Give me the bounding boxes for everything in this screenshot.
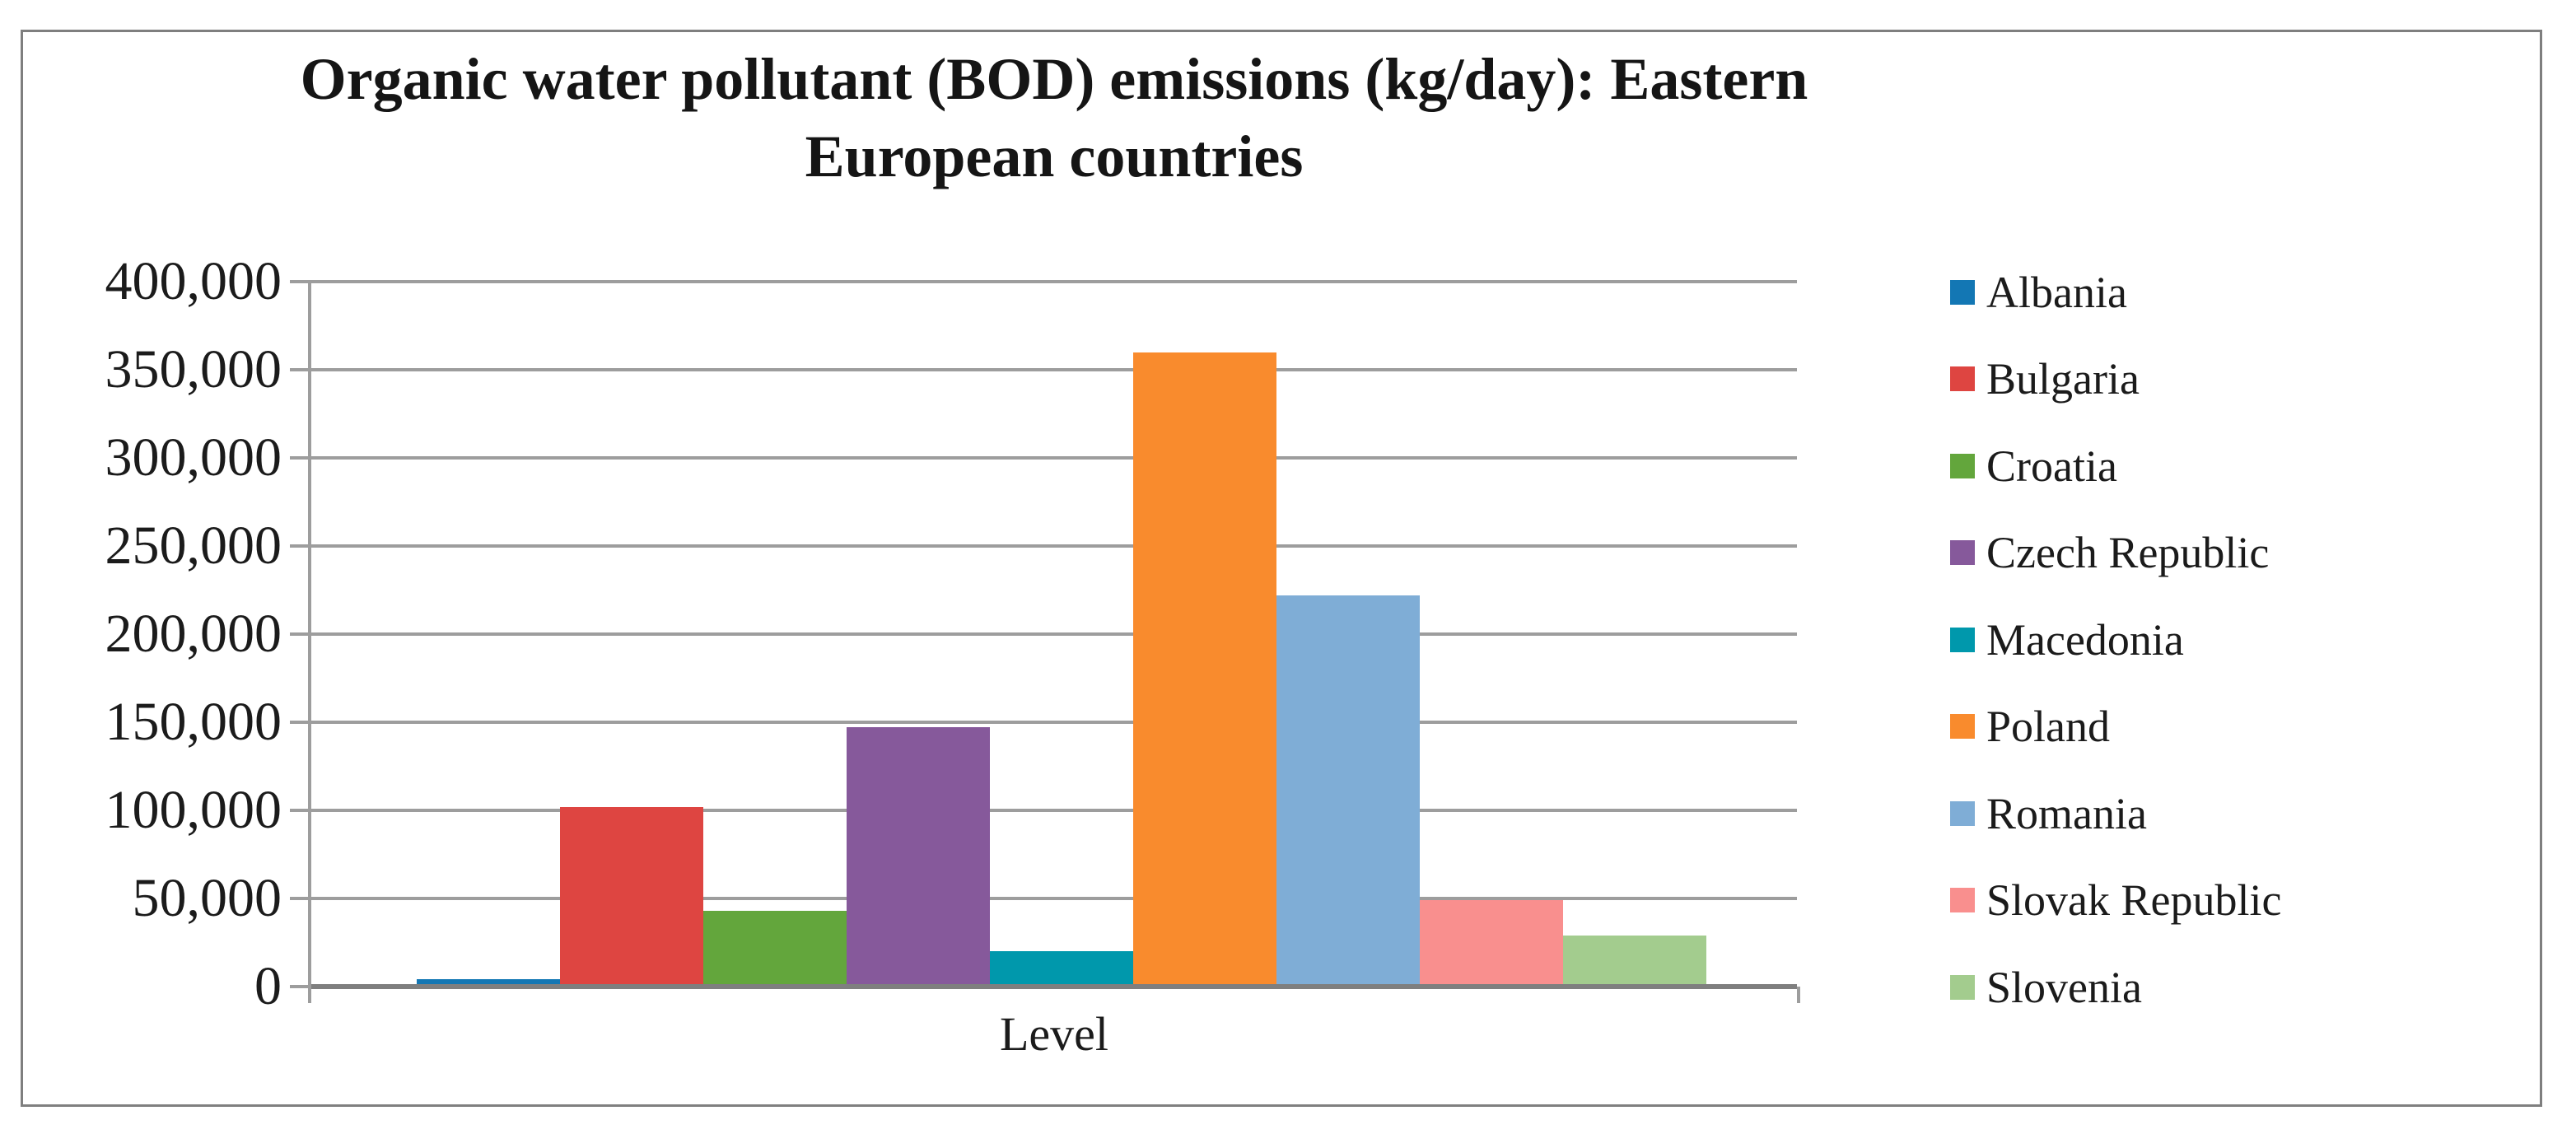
legend-item-romania: Romania xyxy=(1950,770,2461,857)
y-tick-label-250000: 250,000 xyxy=(105,516,282,576)
gridline-100000 xyxy=(290,809,1797,812)
legend-swatch-albania xyxy=(1950,279,1975,305)
bar-albania xyxy=(417,979,560,987)
legend-label-slovak-republic: Slovak Republic xyxy=(1986,875,2282,926)
legend-item-poland: Poland xyxy=(1950,684,2461,771)
y-tick-label-50000: 50,000 xyxy=(132,868,282,928)
y-tick-label-150000: 150,000 xyxy=(105,692,282,752)
y-axis-tick xyxy=(290,985,311,988)
legend-item-bulgaria: Bulgaria xyxy=(1950,336,2461,423)
bar-czech-republic xyxy=(847,727,990,987)
y-axis-tick xyxy=(290,456,311,460)
legend-label-bulgaria: Bulgaria xyxy=(1986,354,2140,404)
legend-swatch-poland xyxy=(1950,714,1975,740)
legend-label-poland: Poland xyxy=(1986,702,2111,752)
legend-label-czech-republic: Czech Republic xyxy=(1986,528,2270,578)
y-axis-tick xyxy=(290,544,311,548)
legend-swatch-bulgaria xyxy=(1950,366,1975,392)
legend-label-macedonia: Macedonia xyxy=(1986,614,2184,665)
legend-item-macedonia: Macedonia xyxy=(1950,596,2461,684)
legend-swatch-croatia xyxy=(1950,453,1975,478)
x-axis-baseline xyxy=(311,984,1797,989)
y-tick-label-100000: 100,000 xyxy=(105,780,282,840)
y-axis-line xyxy=(308,282,311,1003)
y-axis-tick xyxy=(290,721,311,724)
gridline-250000 xyxy=(290,544,1797,548)
y-axis-tick xyxy=(290,632,311,636)
y-axis-tick xyxy=(290,897,311,900)
legend-item-slovak-republic: Slovak Republic xyxy=(1950,857,2461,945)
y-axis-tick xyxy=(290,368,311,371)
y-tick-label-350000: 350,000 xyxy=(105,339,282,399)
x-axis-right-tick xyxy=(1797,987,1800,1003)
bar-slovak-republic xyxy=(1420,900,1563,987)
bar-bulgaria xyxy=(560,806,703,987)
x-axis-label: Level xyxy=(999,1007,1109,1061)
y-axis-tick xyxy=(290,280,311,283)
plot-area xyxy=(290,280,1800,1003)
chart-title-line-2: European countries xyxy=(805,123,1304,189)
y-tick-label-200000: 200,000 xyxy=(105,604,282,664)
legend-swatch-czech-republic xyxy=(1950,540,1975,566)
legend-item-croatia: Croatia xyxy=(1950,422,2461,510)
legend-item-czech-republic: Czech Republic xyxy=(1950,510,2461,597)
y-tick-label-0: 0 xyxy=(254,956,282,1016)
chart-title: Organic water pollutant (BOD) emissions … xyxy=(148,41,1960,195)
bar-poland xyxy=(1133,352,1276,987)
legend-label-slovenia: Slovenia xyxy=(1986,962,2142,1012)
y-axis-tick xyxy=(290,809,311,812)
chart-legend: Albania Bulgaria Croatia Czech Republic Mace… xyxy=(1950,249,2461,1031)
gridline-300000 xyxy=(290,456,1797,460)
legend-label-croatia: Croatia xyxy=(1986,441,2117,491)
y-tick-label-300000: 300,000 xyxy=(105,427,282,488)
legend-swatch-romania xyxy=(1950,800,1975,826)
legend-swatch-slovak-republic xyxy=(1950,888,1975,913)
bar-macedonia xyxy=(990,951,1133,987)
gridline-200000 xyxy=(290,632,1797,636)
legend-label-romania: Romania xyxy=(1986,788,2147,838)
gridline-50000 xyxy=(290,897,1797,900)
legend-label-albania: Albania xyxy=(1986,267,2127,317)
bar-croatia xyxy=(703,910,847,987)
x-axis-left-tick xyxy=(308,987,311,1003)
bar-romania xyxy=(1276,595,1420,987)
bar-slovenia xyxy=(1563,935,1706,987)
legend-swatch-slovenia xyxy=(1950,974,1975,1000)
gridline-350000 xyxy=(290,368,1797,371)
legend-item-slovenia: Slovenia xyxy=(1950,944,2461,1031)
gridline-150000 xyxy=(290,721,1797,724)
gridline-0 xyxy=(290,985,1797,988)
legend-swatch-macedonia xyxy=(1950,627,1975,652)
legend-item-albania: Albania xyxy=(1950,249,2461,336)
gridline-400000 xyxy=(290,280,1797,283)
y-tick-label-400000: 400,000 xyxy=(105,251,282,311)
chart-title-line-1: Organic water pollutant (BOD) emissions … xyxy=(300,46,1808,112)
